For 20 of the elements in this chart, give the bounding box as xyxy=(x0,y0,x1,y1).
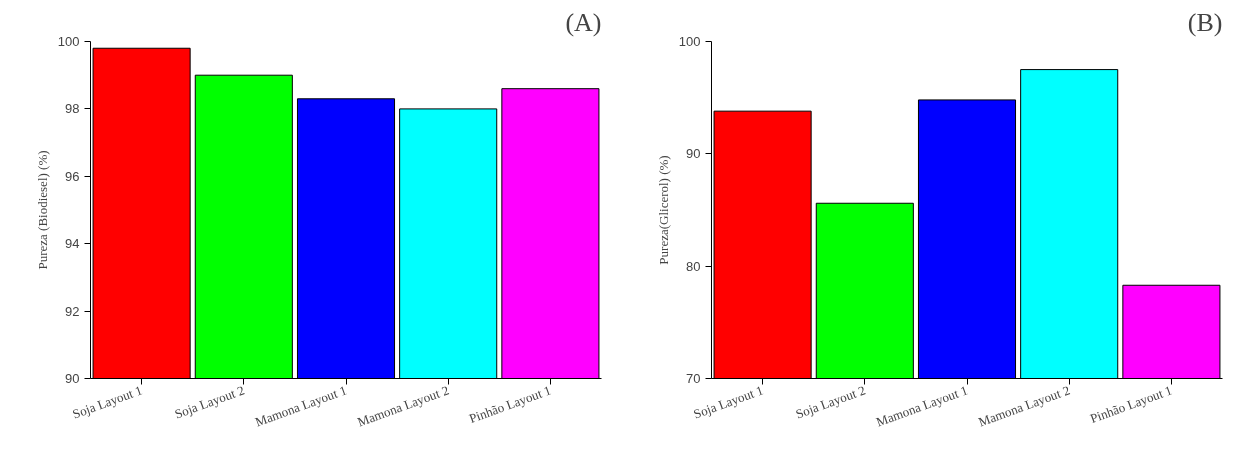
x-tick-label: Soja Layout 2 xyxy=(793,382,868,422)
y-tick-label: 90 xyxy=(686,146,701,162)
y-axis-title: Pureza (Biodiesel) (%) xyxy=(34,150,50,270)
y-tick-label: 94 xyxy=(65,236,80,252)
y-tick-label: 100 xyxy=(57,34,80,49)
x-tick-label: Pinhão Layout 1 xyxy=(467,382,553,427)
x-tick-label: Mamona Layout 2 xyxy=(976,382,1072,430)
chart-title: (A) xyxy=(565,7,602,37)
x-tick-label: Soja Layout 2 xyxy=(172,382,247,422)
y-tick-label: 100 xyxy=(678,34,701,49)
chart-title: (B) xyxy=(1187,7,1223,37)
x-tick-label: Mamona Layout 2 xyxy=(355,382,451,430)
y-tick-label: 80 xyxy=(686,258,701,274)
x-tick-label: Mamona Layout 1 xyxy=(874,382,970,430)
x-tick-label: Mamona Layout 1 xyxy=(253,382,349,430)
y-tick-label: 96 xyxy=(65,168,80,184)
y-tick-label: 98 xyxy=(65,101,80,117)
y-axis-title: Pureza(Glicerol) (%) xyxy=(655,155,671,265)
x-tick-label: Pinhão Layout 1 xyxy=(1088,382,1174,427)
y-tick-label: 92 xyxy=(65,303,80,319)
